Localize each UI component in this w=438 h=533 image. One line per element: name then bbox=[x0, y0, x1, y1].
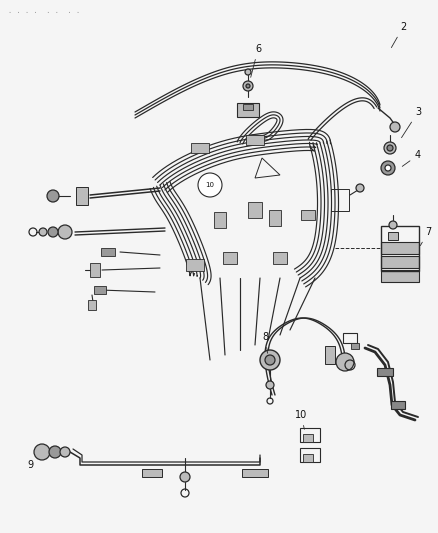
Circle shape bbox=[385, 165, 391, 171]
Bar bbox=[242, 469, 268, 477]
Circle shape bbox=[336, 353, 354, 371]
Circle shape bbox=[49, 446, 61, 458]
Bar bbox=[331, 189, 349, 211]
Text: 4: 4 bbox=[402, 150, 421, 166]
Circle shape bbox=[39, 228, 47, 236]
Circle shape bbox=[265, 355, 275, 365]
Circle shape bbox=[48, 227, 58, 237]
Bar bbox=[248, 202, 262, 218]
Circle shape bbox=[243, 81, 253, 91]
Bar bbox=[391, 401, 405, 409]
Circle shape bbox=[390, 122, 400, 132]
Circle shape bbox=[384, 142, 396, 154]
Bar bbox=[101, 248, 115, 256]
Text: 3: 3 bbox=[402, 107, 421, 138]
Bar bbox=[90, 263, 100, 277]
Bar bbox=[186, 259, 204, 271]
Bar bbox=[388, 232, 398, 240]
Bar bbox=[381, 270, 419, 282]
Circle shape bbox=[260, 350, 280, 370]
Bar bbox=[381, 225, 419, 271]
Circle shape bbox=[246, 84, 250, 88]
Circle shape bbox=[387, 145, 393, 151]
Circle shape bbox=[356, 184, 364, 192]
Bar bbox=[300, 448, 320, 462]
Bar bbox=[76, 187, 88, 205]
Bar bbox=[191, 143, 209, 153]
Circle shape bbox=[266, 381, 274, 389]
Text: 7: 7 bbox=[420, 227, 431, 246]
Text: 6: 6 bbox=[251, 44, 261, 77]
Bar bbox=[301, 210, 315, 220]
Circle shape bbox=[198, 173, 222, 197]
Bar bbox=[273, 252, 287, 264]
Circle shape bbox=[180, 472, 190, 482]
Bar bbox=[269, 210, 281, 226]
Bar bbox=[94, 286, 106, 294]
Circle shape bbox=[34, 444, 50, 460]
Circle shape bbox=[60, 447, 70, 457]
Bar bbox=[351, 343, 359, 349]
Bar bbox=[303, 454, 313, 462]
Text: 10: 10 bbox=[295, 410, 307, 429]
Bar bbox=[381, 242, 419, 254]
Bar bbox=[300, 428, 320, 442]
Text: 8: 8 bbox=[262, 332, 268, 353]
Bar bbox=[381, 256, 419, 268]
Circle shape bbox=[58, 225, 72, 239]
Bar bbox=[223, 252, 237, 264]
Bar bbox=[237, 103, 259, 117]
Text: 10: 10 bbox=[205, 182, 215, 188]
Bar bbox=[343, 333, 357, 343]
Bar bbox=[246, 135, 264, 145]
Bar bbox=[243, 104, 253, 110]
Bar bbox=[88, 300, 96, 310]
Bar bbox=[325, 346, 335, 364]
Bar bbox=[377, 368, 393, 376]
Circle shape bbox=[245, 69, 251, 75]
Circle shape bbox=[381, 161, 395, 175]
Text: . . . .  . .  . .: . . . . . . . . bbox=[8, 8, 80, 14]
Circle shape bbox=[389, 221, 397, 229]
Bar bbox=[214, 212, 226, 228]
Circle shape bbox=[47, 190, 59, 202]
Text: 9: 9 bbox=[27, 460, 33, 470]
Text: 2: 2 bbox=[392, 22, 406, 47]
Bar bbox=[142, 469, 162, 477]
Bar bbox=[303, 434, 313, 442]
